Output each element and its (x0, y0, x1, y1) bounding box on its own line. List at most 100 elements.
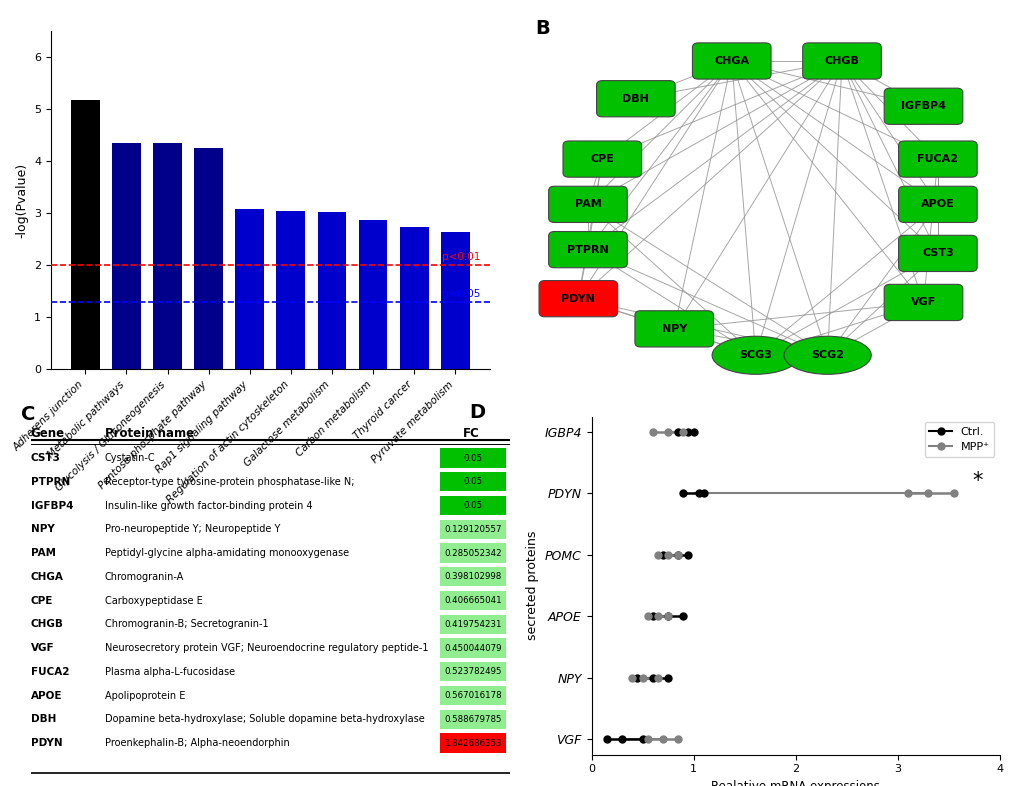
FancyBboxPatch shape (596, 81, 675, 117)
Text: PTPRN: PTPRN (567, 244, 608, 255)
Text: B: B (535, 20, 549, 39)
Text: Cystatin-C: Cystatin-C (105, 453, 155, 463)
Text: CHGA: CHGA (31, 571, 63, 582)
Text: PAM: PAM (31, 548, 56, 558)
FancyBboxPatch shape (439, 567, 505, 586)
Text: 0.129120557: 0.129120557 (443, 525, 501, 534)
Bar (153, 143, 181, 369)
Text: Insulin-like growth factor-binding protein 4: Insulin-like growth factor-binding prote… (105, 501, 312, 511)
Bar (317, 212, 346, 369)
Text: FUCA2: FUCA2 (916, 154, 958, 164)
Text: CPE: CPE (590, 154, 613, 164)
Text: *: * (971, 471, 981, 491)
Text: Protein name: Protein name (105, 428, 194, 440)
Bar (440, 232, 469, 369)
FancyBboxPatch shape (562, 141, 641, 177)
Text: FUCA2: FUCA2 (31, 667, 69, 677)
Text: Peptidyl-glycine alpha-amidating monooxygenase: Peptidyl-glycine alpha-amidating monooxy… (105, 548, 348, 558)
Text: p<0.05: p<0.05 (441, 288, 480, 299)
Text: Chromogranin-B; Secretogranin-1: Chromogranin-B; Secretogranin-1 (105, 619, 268, 630)
Bar (399, 227, 428, 369)
Text: IGFBP4: IGFBP4 (31, 501, 73, 511)
FancyBboxPatch shape (439, 496, 505, 515)
FancyBboxPatch shape (439, 686, 505, 705)
FancyBboxPatch shape (439, 638, 505, 658)
Text: PDYN: PDYN (560, 294, 595, 303)
FancyBboxPatch shape (898, 235, 976, 271)
Text: DBH: DBH (31, 714, 56, 724)
FancyBboxPatch shape (883, 285, 962, 321)
Text: Carboxypeptidase E: Carboxypeptidase E (105, 596, 203, 605)
Text: FC: FC (463, 428, 480, 440)
Text: Apolipoprotein E: Apolipoprotein E (105, 691, 185, 700)
Text: 0.05: 0.05 (463, 501, 482, 510)
Text: 0.406665041: 0.406665041 (443, 596, 501, 605)
Text: 0.450044079: 0.450044079 (443, 644, 501, 652)
Text: Receptor-type tyrosine-protein phosphatase-like N;: Receptor-type tyrosine-protein phosphata… (105, 477, 354, 487)
Text: Plasma alpha-L-fucosidase: Plasma alpha-L-fucosidase (105, 667, 234, 677)
Text: 0.05: 0.05 (463, 477, 482, 487)
Y-axis label: -log(Pvalue): -log(Pvalue) (15, 163, 29, 238)
Text: 0.419754231: 0.419754231 (443, 620, 501, 629)
Text: Pro-neuropeptide Y; Neuropeptide Y: Pro-neuropeptide Y; Neuropeptide Y (105, 524, 280, 534)
FancyBboxPatch shape (439, 449, 505, 468)
FancyBboxPatch shape (538, 281, 618, 317)
Text: Neurosecretory protein VGF; Neuroendocrine regulatory peptide-1: Neurosecretory protein VGF; Neuroendocri… (105, 643, 428, 653)
FancyBboxPatch shape (548, 232, 627, 268)
Text: IGFBP4: IGFBP4 (900, 101, 945, 112)
Text: Proenkephalin-B; Alpha-neoendorphin: Proenkephalin-B; Alpha-neoendorphin (105, 738, 289, 748)
Ellipse shape (784, 336, 870, 374)
Bar (276, 211, 305, 369)
FancyBboxPatch shape (439, 615, 505, 634)
Text: 0.05: 0.05 (463, 454, 482, 463)
Text: PTPRN: PTPRN (31, 477, 69, 487)
Text: CPE: CPE (31, 596, 53, 605)
Text: Dopamine beta-hydroxylase; Soluble dopamine beta-hydroxylase: Dopamine beta-hydroxylase; Soluble dopam… (105, 714, 424, 724)
FancyBboxPatch shape (634, 310, 713, 347)
Text: Gene: Gene (31, 428, 64, 440)
Y-axis label: secreted proteins: secreted proteins (526, 531, 538, 641)
FancyBboxPatch shape (692, 43, 770, 79)
Legend: Ctrl., MPP⁺: Ctrl., MPP⁺ (924, 422, 994, 457)
Text: 0.398102998: 0.398102998 (444, 572, 501, 582)
Text: CHGA: CHGA (713, 56, 749, 66)
Text: NPY: NPY (31, 524, 54, 534)
Text: D: D (469, 403, 485, 422)
Text: 0.285052342: 0.285052342 (443, 549, 501, 557)
FancyBboxPatch shape (439, 472, 505, 491)
FancyBboxPatch shape (439, 662, 505, 681)
Text: CST3: CST3 (31, 453, 60, 463)
FancyBboxPatch shape (439, 710, 505, 729)
Text: PDYN: PDYN (31, 738, 62, 748)
Text: VGF: VGF (31, 643, 54, 653)
Text: Chromogranin-A: Chromogranin-A (105, 571, 184, 582)
FancyBboxPatch shape (898, 186, 976, 222)
X-axis label: Realative mRNA expressions
(fold change ): Realative mRNA expressions (fold change … (710, 780, 879, 786)
Text: p<0.01: p<0.01 (441, 252, 480, 263)
Text: DBH: DBH (622, 94, 649, 104)
Text: NPY: NPY (661, 324, 686, 334)
Bar (71, 100, 100, 369)
Text: SCG2: SCG2 (810, 351, 844, 360)
Text: VGF: VGF (910, 297, 935, 307)
Bar (194, 149, 223, 369)
Text: 0.567016178: 0.567016178 (443, 691, 501, 700)
Text: SCG3: SCG3 (739, 351, 771, 360)
FancyBboxPatch shape (439, 733, 505, 753)
FancyBboxPatch shape (439, 543, 505, 563)
Text: CST3: CST3 (921, 248, 953, 259)
Text: 0.523782495: 0.523782495 (443, 667, 501, 676)
FancyBboxPatch shape (439, 591, 505, 610)
Bar (359, 219, 387, 369)
Text: PAM: PAM (574, 200, 601, 209)
FancyBboxPatch shape (439, 520, 505, 539)
FancyBboxPatch shape (548, 186, 627, 222)
Ellipse shape (711, 336, 799, 374)
Bar (235, 209, 264, 369)
Text: C: C (21, 405, 36, 424)
Text: 0.588679785: 0.588679785 (443, 714, 501, 724)
Text: APOE: APOE (31, 691, 62, 700)
Text: CHGB: CHGB (31, 619, 63, 630)
FancyBboxPatch shape (802, 43, 880, 79)
FancyBboxPatch shape (898, 141, 976, 177)
